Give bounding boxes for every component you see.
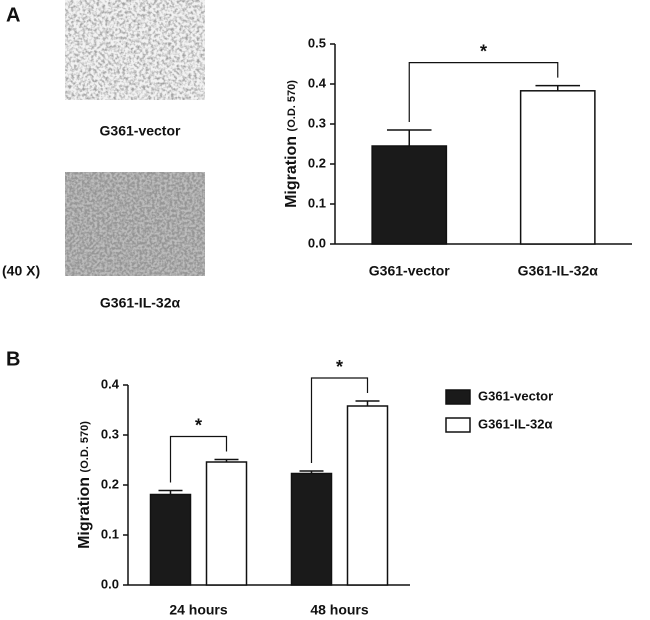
y-tick-label: 0.2 — [308, 155, 326, 170]
bar — [205, 461, 248, 586]
significance-bracket — [408, 62, 559, 122]
panel-label: B — [6, 348, 20, 370]
legend-label: G361-IL-32α — [478, 416, 552, 431]
significance-bracket — [169, 435, 228, 483]
bar — [519, 90, 596, 245]
y-tick-label: 0.0 — [308, 235, 326, 250]
x-tick-label: 24 hours — [169, 602, 228, 618]
x-tick-label: G361-IL-32α — [518, 263, 599, 279]
y-tick-label: 0.3 — [101, 426, 119, 441]
y-axis-label-note: (O.D. 570) — [286, 80, 298, 132]
magnification: (40 X) — [2, 263, 40, 279]
error-bar — [299, 470, 324, 474]
panel-label: A — [6, 4, 20, 26]
y-tick-label: 0.0 — [101, 576, 119, 591]
y-axis-label-main: Migration — [76, 477, 93, 549]
y-axis-label-note: (O.D. 570) — [79, 421, 91, 473]
micrograph-texture — [65, 0, 205, 100]
error-bar — [355, 400, 380, 406]
y-tick-label: 0.1 — [101, 526, 119, 541]
micrograph-texture — [65, 172, 205, 276]
y-axis-label: Migration (O.D. 570) — [283, 80, 300, 208]
y-tick-label: 0.3 — [308, 115, 326, 130]
error-bar — [214, 458, 239, 462]
y-tick-label: 0.4 — [101, 376, 120, 391]
y-axis-label-main: Migration — [283, 136, 300, 208]
bar — [346, 405, 389, 586]
y-tick-label: 0.1 — [308, 195, 326, 210]
y-tick-label: 0.5 — [308, 35, 326, 50]
significance-star: * — [480, 41, 487, 61]
legend-swatch — [445, 389, 471, 405]
significance-bracket — [310, 377, 369, 463]
y-tick-label: 0.4 — [308, 75, 327, 90]
y-axis-label: Migration (O.D. 570) — [76, 421, 93, 549]
error-bar — [158, 489, 183, 495]
y-tick-label: 0.2 — [101, 476, 119, 491]
bar — [149, 493, 192, 586]
image-caption: G361-IL-32α — [100, 295, 181, 311]
legend-label: G361-vector — [478, 388, 553, 403]
significance-star: * — [336, 357, 343, 377]
error-bar — [386, 129, 432, 146]
legend-swatch — [445, 417, 471, 433]
image-caption: G361-vector — [100, 123, 181, 139]
bar — [290, 472, 333, 586]
significance-star: * — [195, 415, 202, 435]
x-tick-label: G361-vector — [369, 263, 450, 279]
x-tick-label: 48 hours — [310, 602, 369, 618]
bar — [371, 145, 448, 245]
error-bar — [535, 84, 581, 91]
